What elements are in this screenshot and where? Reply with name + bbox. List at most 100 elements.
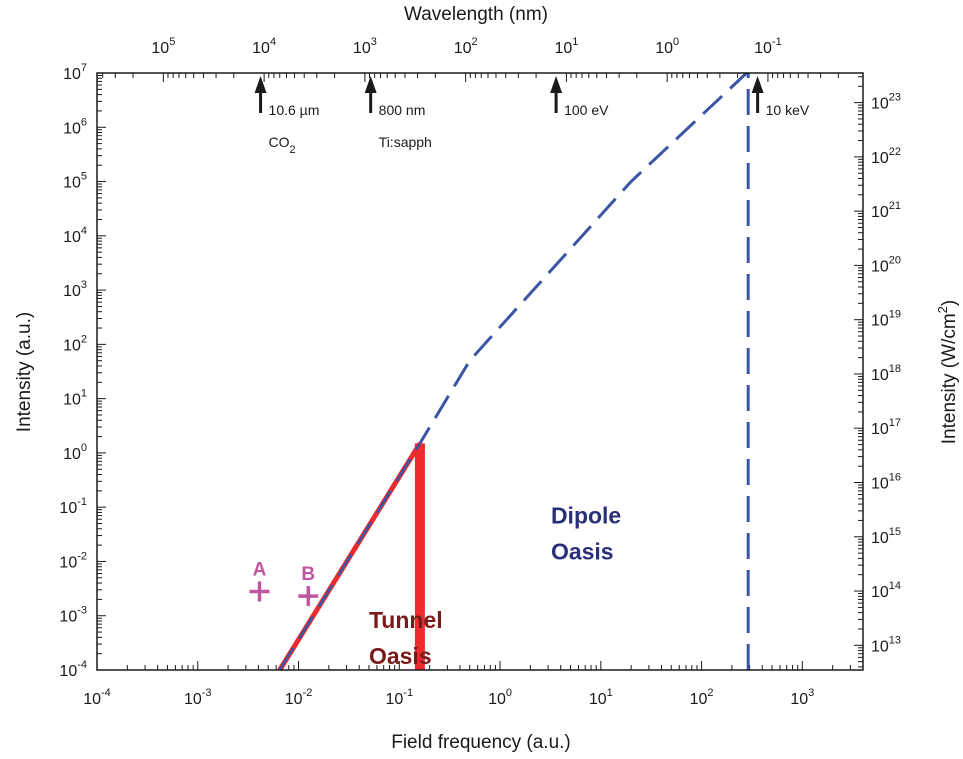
right-tick-label: 1013 bbox=[871, 634, 901, 655]
top-tick-label-base: 10 bbox=[252, 40, 270, 57]
right-tick-label-base: 10 bbox=[871, 150, 889, 167]
annotation-layer: 10.6 µm CO2 800 nm Ti:sapph 100 eV 10 keV A B Di… bbox=[249, 76, 810, 669]
x-tick-label: 10-4 bbox=[83, 687, 111, 708]
right-tick-label: 1018 bbox=[871, 363, 901, 384]
right-tick-label-exp: 16 bbox=[889, 472, 901, 484]
marker-label: A bbox=[253, 559, 267, 580]
y-tick-label: 105 bbox=[63, 171, 87, 192]
series-line-overlay bbox=[278, 442, 421, 671]
right-tick-label-exp: 17 bbox=[889, 417, 901, 429]
top-tick-label: 103 bbox=[353, 36, 377, 57]
y-tick-label-exp: 7 bbox=[81, 62, 87, 74]
series-layer bbox=[277, 71, 750, 672]
arrow-label: 10.6 µm bbox=[269, 102, 320, 118]
x-tick-label-exp: 1 bbox=[607, 687, 613, 699]
x-tick-label: 100 bbox=[488, 687, 512, 708]
top-tick-label: 102 bbox=[454, 36, 478, 57]
y-tick-label-base: 10 bbox=[63, 175, 81, 192]
y-tick-label-base: 10 bbox=[63, 337, 81, 354]
x-tick-label-exp: 2 bbox=[707, 687, 713, 699]
right-tick-label-base: 10 bbox=[871, 476, 889, 493]
y-tick-label-exp: -3 bbox=[77, 605, 87, 617]
x-tick-label: 10-2 bbox=[285, 687, 313, 708]
right-tick-label-base: 10 bbox=[871, 584, 889, 601]
right-tick-label-exp: 21 bbox=[889, 200, 901, 212]
arrow-label: 10 keV bbox=[766, 102, 810, 118]
x-tick-label-exp: -1 bbox=[403, 687, 413, 699]
top-tick-label: 100 bbox=[655, 36, 679, 57]
y-tick-label: 101 bbox=[63, 388, 87, 409]
top-tick-label-exp: 0 bbox=[673, 36, 679, 48]
right-tick-label-exp: 13 bbox=[889, 634, 901, 646]
x-tick-label-base: 10 bbox=[790, 691, 808, 708]
arrow-head bbox=[364, 76, 377, 93]
right-tick-label-exp: 14 bbox=[889, 580, 901, 592]
y-tick-label: 106 bbox=[63, 116, 87, 137]
right-tick-label-base: 10 bbox=[871, 313, 889, 330]
right-tick-label: 1015 bbox=[871, 526, 901, 547]
top-tick-label: 104 bbox=[252, 36, 276, 57]
right-tick-label: 1020 bbox=[871, 254, 901, 275]
arrow-label: 800 nm bbox=[379, 102, 426, 118]
y-tick-label: 100 bbox=[63, 442, 87, 463]
y-tick-label-base: 10 bbox=[63, 120, 81, 137]
y-tick-label-base: 10 bbox=[63, 392, 81, 409]
y-tick-label-exp: -4 bbox=[77, 659, 87, 671]
right-tick-label-exp: 23 bbox=[889, 92, 901, 104]
right-axis-title-main: Intensity (W/cm bbox=[939, 313, 960, 444]
right-tick-label: 1019 bbox=[871, 309, 901, 330]
x-tick-label-base: 10 bbox=[690, 691, 708, 708]
top-tick-label: 105 bbox=[151, 36, 175, 57]
series-line-1 bbox=[278, 71, 748, 671]
y-tick-label-exp: 6 bbox=[81, 116, 87, 128]
x-axis-title: Field frequency (a.u.) bbox=[391, 732, 571, 753]
arrow-label-text: 10.6 µm bbox=[269, 102, 320, 118]
y-tick-label-exp: 3 bbox=[81, 279, 87, 291]
x-tick-label: 103 bbox=[790, 687, 814, 708]
y-tick-label-base: 10 bbox=[59, 609, 77, 626]
top-tick-label-base: 10 bbox=[655, 40, 673, 57]
right-tick-label-exp: 18 bbox=[889, 363, 901, 375]
top-tick-label-base: 10 bbox=[151, 40, 169, 57]
right-tick-label-base: 10 bbox=[871, 421, 889, 438]
y-tick-label-base: 10 bbox=[63, 446, 81, 463]
right-tick-label: 1022 bbox=[871, 146, 901, 167]
y-tick-label-base: 10 bbox=[59, 663, 77, 680]
region-label: Oasis bbox=[551, 539, 614, 565]
plot-frame bbox=[96, 72, 864, 671]
x-tick-label-base: 10 bbox=[83, 691, 101, 708]
right-tick-label-base: 10 bbox=[871, 258, 889, 275]
right-tick-label-exp: 20 bbox=[889, 254, 901, 266]
y-tick-label: 107 bbox=[63, 62, 87, 83]
arrow-label: Ti:sapph bbox=[379, 134, 432, 150]
right-tick-label-exp: 19 bbox=[889, 309, 901, 321]
right-tick-label: 1016 bbox=[871, 472, 901, 493]
x-tick-label-base: 10 bbox=[589, 691, 607, 708]
arrow-label-text: 800 nm bbox=[379, 102, 426, 118]
right-tick-label-base: 10 bbox=[871, 96, 889, 113]
y-tick-label-exp: 0 bbox=[81, 442, 87, 454]
y-tick-label-exp: 5 bbox=[81, 171, 87, 183]
x-tick-label: 102 bbox=[690, 687, 714, 708]
top-tick-label-exp: 5 bbox=[169, 36, 175, 48]
y-tick-label: 103 bbox=[63, 279, 87, 300]
right-tick-label-base: 10 bbox=[871, 204, 889, 221]
y-tick-label-exp: -2 bbox=[77, 550, 87, 562]
x-tick-label-exp: 3 bbox=[808, 687, 814, 699]
top-tick-label-exp: 3 bbox=[371, 36, 377, 48]
x-tick-label-base: 10 bbox=[184, 691, 202, 708]
top-tick-label: 101 bbox=[554, 36, 578, 57]
y-tick-label-base: 10 bbox=[59, 554, 77, 571]
right-axis-title: Intensity (W/cm2) bbox=[935, 300, 960, 444]
y-tick-label: 10-3 bbox=[59, 605, 87, 626]
top-tick-label-base: 10 bbox=[353, 40, 371, 57]
right-tick-label: 1021 bbox=[871, 200, 901, 221]
y-axis-title: Intensity (a.u.) bbox=[14, 312, 35, 432]
arrow-label: 100 eV bbox=[564, 102, 609, 118]
arrow-label-text: 100 eV bbox=[564, 102, 609, 118]
top-tick-label-base: 10 bbox=[454, 40, 472, 57]
right-axis-title-close: ) bbox=[939, 300, 960, 306]
arrow-label-text: CO bbox=[269, 134, 290, 150]
x-tick-label: 10-1 bbox=[385, 687, 413, 708]
y-tick-label-base: 10 bbox=[63, 229, 81, 246]
